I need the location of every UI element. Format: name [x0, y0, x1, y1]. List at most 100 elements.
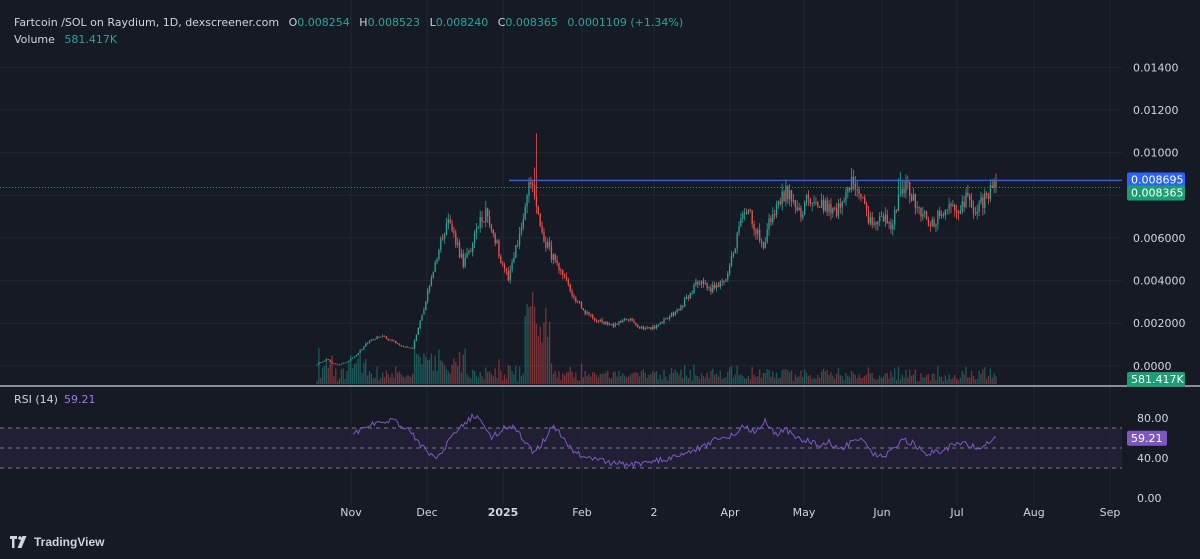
candle-body: [877, 221, 879, 225]
volume-bar: [858, 374, 860, 384]
volume-bar: [338, 378, 341, 384]
volume-bar: [955, 378, 958, 384]
price-candles[interactable]: [316, 133, 997, 366]
volume-bar: [834, 378, 836, 384]
volume-bar: [753, 374, 755, 384]
volume-bar: [804, 369, 806, 384]
candle-body: [607, 321, 609, 325]
candle-body: [485, 208, 487, 223]
volume-bar: [650, 373, 652, 384]
candle-body: [813, 201, 815, 204]
volume-bar: [487, 372, 489, 384]
candle-body: [764, 242, 766, 249]
candle-body: [533, 185, 536, 197]
volume-bar: [498, 359, 500, 384]
candle-body: [864, 197, 866, 204]
volume-bar: [318, 348, 320, 384]
volume-bar: [841, 375, 843, 384]
volume-bar: [642, 369, 645, 384]
candle-body: [522, 219, 524, 228]
volume-bar: [775, 372, 778, 384]
volume-bar: [961, 371, 963, 384]
volume-bar: [457, 365, 459, 384]
candle-body: [728, 265, 731, 274]
volume-bar: [713, 375, 716, 384]
volume-bar: [777, 378, 780, 384]
candle-body: [757, 229, 759, 235]
volume-bar: [419, 356, 421, 384]
tradingview-branding[interactable]: TradingView: [10, 535, 104, 549]
candle-body: [753, 224, 755, 231]
volume-bar: [974, 379, 977, 384]
candle-body: [646, 327, 648, 329]
y-tick-label: 0.002000: [1133, 317, 1186, 330]
candle-body: [678, 309, 680, 311]
candle-body: [774, 214, 776, 216]
x-tick-label: Sep: [1100, 506, 1121, 519]
volume-bar: [817, 374, 819, 384]
candle-body: [423, 310, 425, 315]
volume-bar: [978, 370, 980, 384]
volume-bar: [922, 377, 924, 384]
candle-body: [428, 285, 431, 291]
candle-body: [655, 325, 658, 329]
candle-body: [837, 203, 840, 216]
volume-bar: [728, 367, 731, 384]
volume-bar: [520, 375, 523, 384]
volume-bar: [554, 370, 556, 384]
candle-body: [869, 216, 871, 224]
volume-bar: [518, 366, 521, 384]
candle-body: [642, 326, 645, 330]
candle-body: [894, 209, 896, 225]
candle-body: [760, 240, 763, 243]
candle-body: [393, 340, 395, 342]
rsi-title: RSI (14): [14, 393, 58, 406]
volume-bar: [659, 374, 661, 384]
volume-bar: [820, 371, 823, 384]
volume-bar: [918, 381, 920, 384]
candle-body: [710, 287, 712, 293]
candle-body: [605, 321, 607, 325]
candle-body: [815, 201, 817, 203]
volume-bar: [550, 363, 553, 384]
candle-body: [323, 360, 326, 362]
volume-bar: [366, 375, 369, 384]
candle-body: [532, 183, 534, 186]
candle-body: [884, 214, 886, 222]
x-tick-label: Nov: [340, 506, 362, 519]
volume-bar: [909, 369, 911, 384]
candle-body: [736, 232, 738, 249]
volume-bar: [925, 374, 928, 384]
volume-bar: [755, 376, 757, 384]
volume-bar: [740, 374, 742, 384]
volume-bar: [897, 366, 900, 384]
candle-body: [940, 214, 943, 217]
candle-body: [819, 206, 821, 208]
volume-bar: [982, 369, 984, 384]
candle-body: [582, 308, 585, 311]
candle-body: [477, 227, 479, 229]
symbol-title: Fartcoin /SOL on Raydium, 1D, dexscreene…: [14, 16, 280, 29]
candle-body: [984, 193, 986, 208]
candle-body: [320, 362, 322, 364]
volume-bar: [320, 377, 322, 384]
volume-bar: [946, 379, 948, 384]
candle-body: [543, 231, 545, 243]
volume-bar: [541, 342, 543, 384]
x-tick-label: Feb: [572, 506, 591, 519]
candle-body: [700, 280, 703, 285]
candle-body: [488, 216, 491, 225]
volume-bar: [757, 376, 759, 384]
volume-bar: [942, 381, 945, 384]
candle-body: [593, 318, 596, 321]
volume-bar: [811, 379, 813, 384]
volume-bar: [323, 365, 326, 384]
y-tick-label: 0.004000: [1133, 275, 1186, 288]
volume-bar: [376, 366, 378, 384]
volume-bar: [588, 374, 590, 384]
candle-body: [417, 328, 419, 335]
volume-bar: [340, 369, 343, 384]
candle-body: [436, 259, 438, 263]
volume-bar: [593, 372, 596, 384]
